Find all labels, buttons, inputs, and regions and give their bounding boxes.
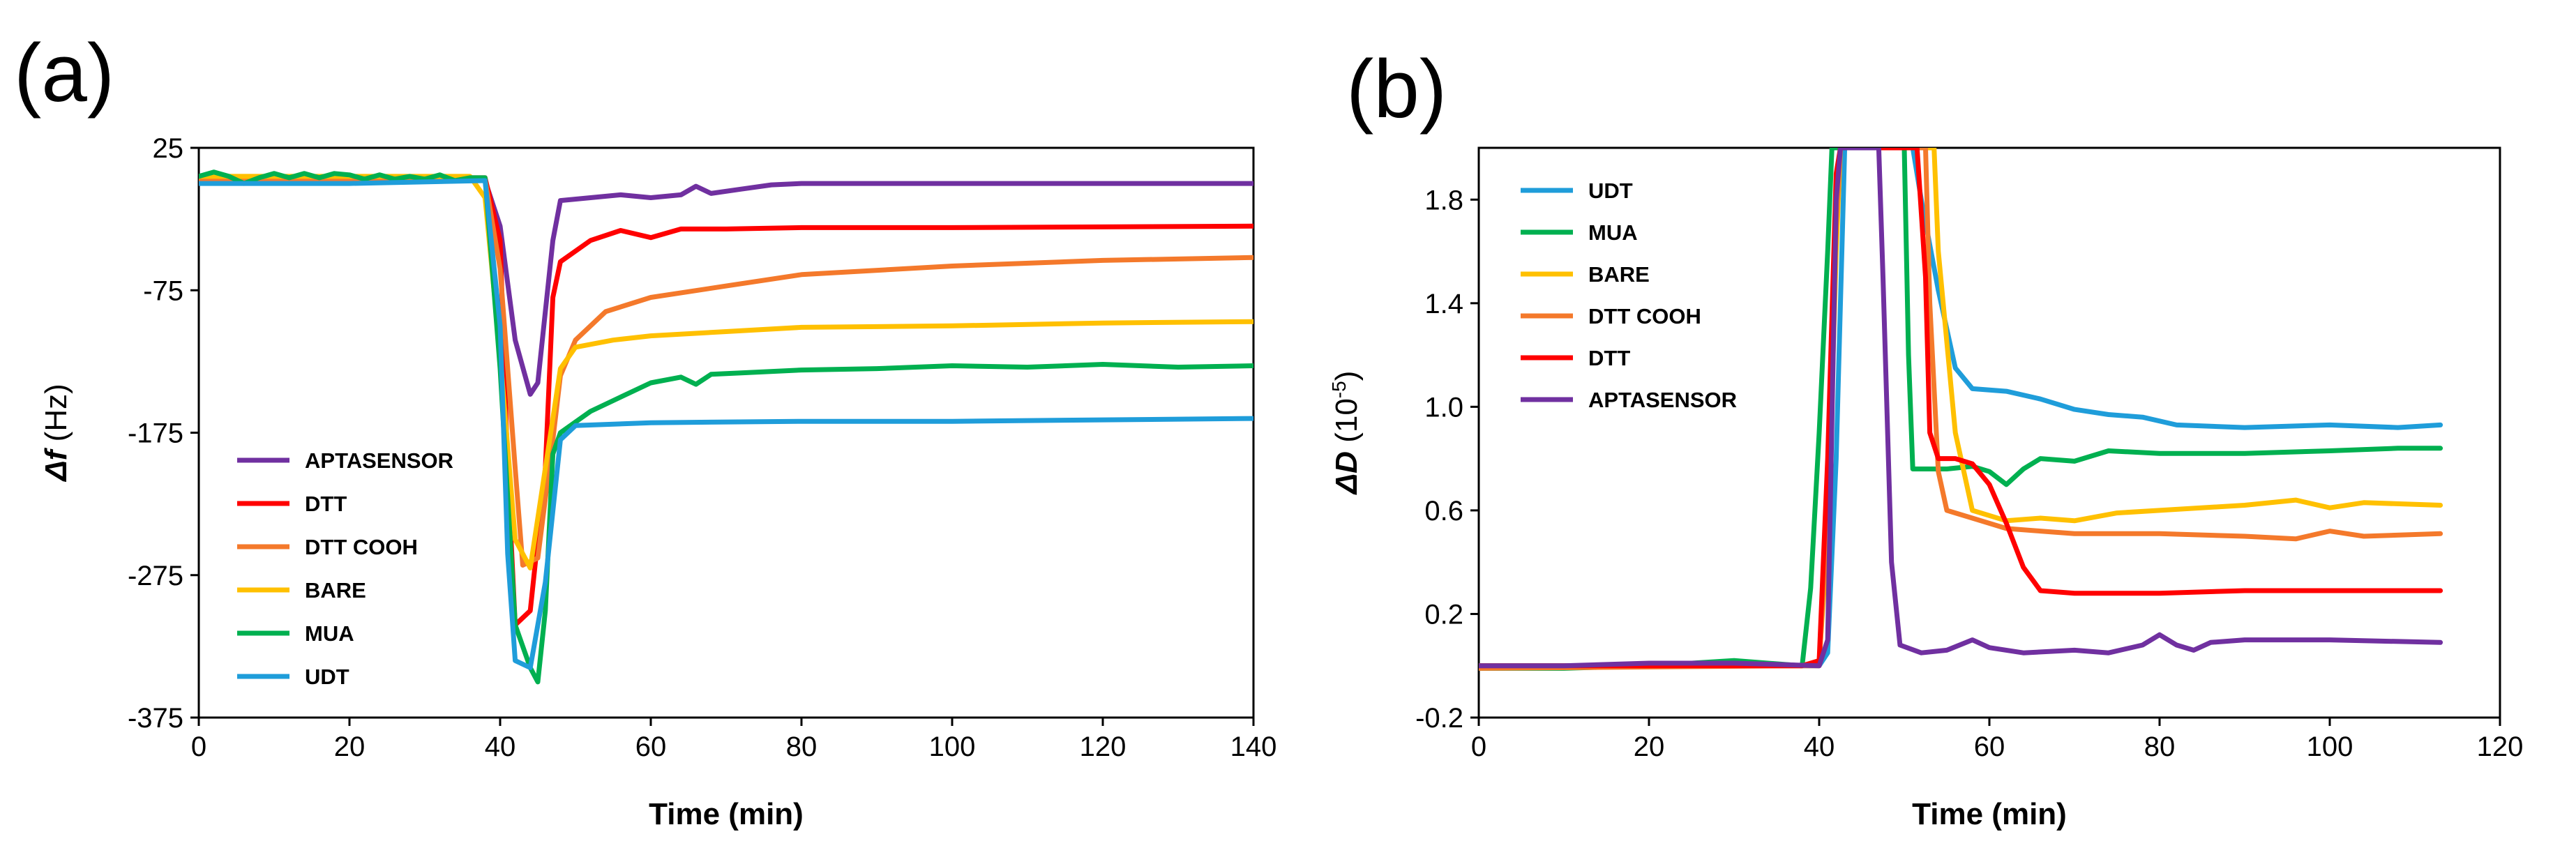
panel-b-y-axis-exponent: -5 — [1328, 381, 1350, 398]
panel-b-label: (b) — [1346, 43, 1447, 135]
panel-b-y-tick-label-0-2: -0.2 — [1415, 703, 1463, 734]
panel-a-legend-label-mua: MUA — [305, 621, 354, 646]
panel-b-legend: UDT MUA BARE DTT COOH DTT APTASENSOR — [1521, 179, 1737, 412]
panel-a-y-tick-label-175: -175 — [128, 418, 183, 449]
panel-a-x-tick-label-100: 100 — [929, 732, 976, 762]
panel-a-legend-label-dtt-cooh: DTT COOH — [305, 535, 418, 559]
panel-a-y-axis-unit: (Hz) — [39, 384, 73, 450]
panel-b-y-tick-label-0-6: 0.6 — [1424, 496, 1463, 526]
panel-a-y-tick-label-75: -75 — [143, 275, 183, 306]
panel-b-x-tick-label-40: 40 — [1804, 732, 1835, 762]
panel-b: (b) 0 20 40 60 80 100 120 1.81.41.00.60.2-0.2 … — [1328, 43, 2523, 831]
panel-b-legend-label-dtt-cooh: DTT COOH — [1588, 304, 1701, 328]
panel-b-legend-label-aptasensor: APTASENSOR — [1588, 388, 1737, 412]
panel-a-legend-label-bare: BARE — [305, 578, 366, 602]
panel-b-x-tick-label-0: 0 — [1471, 732, 1486, 762]
panel-a-x-tick-label-120: 120 — [1080, 732, 1127, 762]
panel-b-series-line-dtt — [1479, 148, 2443, 669]
panel-a-y-tick-label-275: -275 — [128, 561, 183, 591]
panel-b-y-axis-title: ΔD (10-5) — [1328, 371, 1364, 496]
panel-b-legend-label-dtt: DTT — [1588, 346, 1630, 370]
panel-a-x-tick-label-140: 140 — [1230, 732, 1277, 762]
panel-b-y-tick-label-0-2: 0.2 — [1424, 599, 1463, 630]
panel-b-plot-area: 0 20 40 60 80 100 120 1.8 1.4 1.0 0.6 0.2 -0.2 — [1415, 146, 2524, 762]
panel-b-y-ticks: 1.8 1.4 1.0 0.6 0.2 -0.2 — [1415, 185, 1479, 734]
panel-b-frame — [1477, 146, 2501, 719]
panel-a-x-ticks: 0 20 40 60 80 100 120 140 — [191, 718, 1277, 762]
panel-a-x-tick-label-20: 20 — [334, 732, 366, 762]
panel-a-x-tick-label-0: 0 — [191, 732, 206, 762]
panel-a-x-tick-label-80: 80 — [786, 732, 818, 762]
panel-b-y-tick-label-1-8: 1.8 — [1424, 185, 1463, 215]
panel-a-series-line-udt — [199, 178, 1253, 670]
panel-a-y-axis-symbol: Δf — [39, 447, 73, 483]
panel-a-series-group — [199, 169, 1253, 685]
panel-b-series-line-udt — [1479, 148, 2443, 669]
panel-a-legend-label-aptasensor: APTASENSOR — [305, 448, 453, 473]
panel-a-legend-label-dtt: DTT — [305, 492, 347, 516]
panel-b-y-axis-close: ) — [1330, 371, 1364, 381]
panel-a-x-tick-label-40: 40 — [485, 732, 516, 762]
panel-a-x-tick-label-60: 60 — [635, 732, 667, 762]
panel-a-plot-area: 0 20 40 60 80 100 120 140 25 -75 -175 -275 -375 — [128, 133, 1276, 762]
panel-b-legend-label-bare: BARE — [1588, 262, 1650, 287]
panel-a-y-tick-label-25: 25 — [153, 133, 184, 164]
panel-b-series-group — [1479, 148, 2443, 671]
panel-b-x-tick-label-20: 20 — [1634, 732, 1665, 762]
panel-b-legend-label-udt: UDT — [1588, 179, 1633, 203]
panel-b-y-axis-unit: (10 — [1330, 398, 1364, 451]
panel-b-x-axis-title: Time (min) — [1912, 797, 2067, 831]
panel-a-y-ticks: 25 -75 -175 -275 -375 — [128, 133, 199, 734]
panel-a-label: (a) — [14, 27, 114, 119]
panel-b-x-tick-label-60: 60 — [1974, 732, 2005, 762]
panel-b-x-ticks: 0 20 40 60 80 100 120 — [1471, 718, 2524, 762]
panel-a-legend: APTASENSOR DTT DTT COOH BARE MUA UDT — [237, 448, 453, 689]
panel-b-y-axis-symbol: ΔD — [1330, 451, 1364, 495]
panel-b-legend-label-mua: MUA — [1588, 220, 1638, 245]
panel-a: (a) 0 20 40 60 80 100 120 140 25 -75 -175 -275 -375… — [14, 27, 1276, 831]
panel-a-legend-label-udt: UDT — [305, 665, 349, 689]
panel-b-series-line-aptasensor — [1479, 148, 2443, 669]
panel-b-x-tick-label-120: 120 — [2477, 732, 2524, 762]
panel-b-x-tick-label-100: 100 — [2307, 732, 2353, 762]
panel-b-x-tick-label-80: 80 — [2144, 732, 2176, 762]
panel-a-y-tick-label-375: -375 — [128, 703, 183, 734]
panel-b-y-tick-label-1-4: 1.4 — [1424, 289, 1463, 319]
panel-b-y-tick-label-1: 1.0 — [1424, 392, 1463, 423]
panel-a-x-axis-title: Time (min) — [649, 797, 804, 831]
panel-a-y-axis-title: Δf (Hz) — [39, 384, 73, 483]
panel-a-frame — [197, 146, 1255, 719]
